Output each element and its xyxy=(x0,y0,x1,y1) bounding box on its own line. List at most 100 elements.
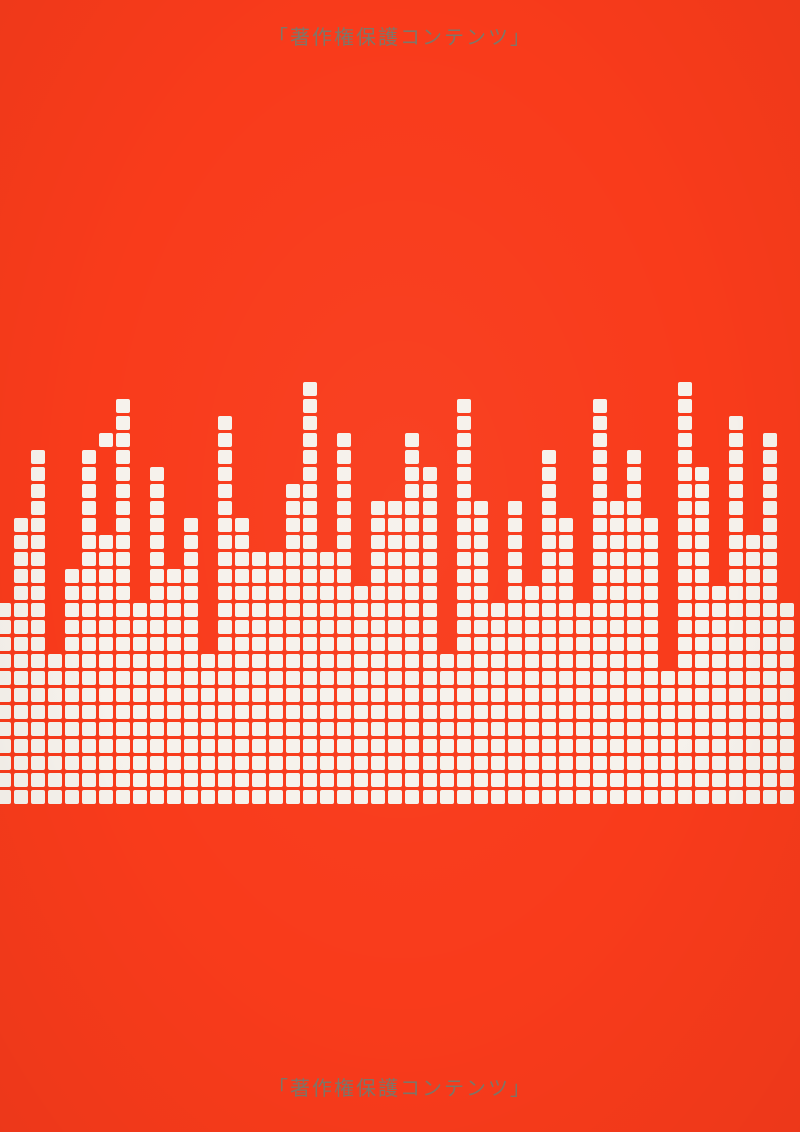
mosaic-square xyxy=(643,773,658,787)
mosaic-square xyxy=(388,518,403,532)
mosaic-square xyxy=(252,722,267,736)
mosaic-square xyxy=(711,654,726,668)
mosaic-square xyxy=(439,773,454,787)
mosaic-square xyxy=(694,790,709,804)
mosaic-square xyxy=(558,756,573,770)
mosaic-square xyxy=(116,569,131,583)
mosaic-square xyxy=(14,637,29,651)
mosaic-square xyxy=(694,484,709,498)
mosaic-square xyxy=(388,637,403,651)
mosaic-square xyxy=(31,654,46,668)
mosaic-square xyxy=(456,671,471,685)
mosaic-square xyxy=(354,586,369,600)
mosaic-square xyxy=(116,450,131,464)
mosaic-square xyxy=(337,705,352,719)
mosaic-square xyxy=(524,586,539,600)
mosaic-square xyxy=(218,620,233,634)
mosaic-square xyxy=(99,535,114,549)
mosaic-square xyxy=(235,756,250,770)
mosaic-square xyxy=(507,603,522,617)
mosaic-square xyxy=(388,586,403,600)
mosaic-square xyxy=(150,552,165,566)
mosaic-square xyxy=(286,484,301,498)
mosaic-square xyxy=(303,790,318,804)
mosaic-square xyxy=(592,705,607,719)
mosaic-square xyxy=(388,739,403,753)
mosaic-square xyxy=(371,773,386,787)
mosaic-square xyxy=(592,416,607,430)
mosaic-square xyxy=(218,654,233,668)
mosaic-square xyxy=(541,535,556,549)
mosaic-square xyxy=(524,722,539,736)
mosaic-square xyxy=(286,552,301,566)
mosaic-square xyxy=(643,671,658,685)
mosaic-square xyxy=(82,603,97,617)
mosaic-square xyxy=(133,603,148,617)
mosaic-square xyxy=(167,654,182,668)
mosaic-square xyxy=(184,722,199,736)
mosaic-square xyxy=(473,773,488,787)
mosaic-square xyxy=(473,705,488,719)
mosaic-square xyxy=(507,535,522,549)
mosaic-square xyxy=(762,450,777,464)
mosaic-square xyxy=(558,637,573,651)
mosaic-square xyxy=(626,654,641,668)
mosaic-square xyxy=(48,688,63,702)
mosaic-square xyxy=(694,603,709,617)
mosaic-square xyxy=(660,790,675,804)
mosaic-square xyxy=(660,722,675,736)
mosaic-square xyxy=(252,705,267,719)
mosaic-square xyxy=(677,399,692,413)
mosaic-square xyxy=(677,501,692,515)
mosaic-square xyxy=(711,671,726,685)
mosaic-square xyxy=(728,654,743,668)
mosaic-square xyxy=(626,501,641,515)
mosaic-square xyxy=(558,688,573,702)
mosaic-square xyxy=(439,790,454,804)
mosaic-square xyxy=(218,518,233,532)
mosaic-square xyxy=(116,637,131,651)
mosaic-square xyxy=(745,688,760,702)
mosaic-square xyxy=(99,586,114,600)
mosaic-square xyxy=(405,688,420,702)
mosaic-square xyxy=(660,739,675,753)
mosaic-square xyxy=(660,705,675,719)
mosaic-square xyxy=(660,773,675,787)
mosaic-square xyxy=(354,688,369,702)
mosaic-square xyxy=(388,603,403,617)
mosaic-square xyxy=(184,620,199,634)
mosaic-square xyxy=(99,739,114,753)
mosaic-square xyxy=(507,586,522,600)
mosaic-square xyxy=(609,586,624,600)
mosaic-square xyxy=(422,518,437,532)
mosaic-square xyxy=(116,501,131,515)
mosaic-square xyxy=(592,603,607,617)
mosaic-square xyxy=(99,552,114,566)
mosaic-square xyxy=(694,620,709,634)
mosaic-square xyxy=(150,637,165,651)
mosaic-square xyxy=(82,467,97,481)
mosaic-square xyxy=(218,552,233,566)
mosaic-square xyxy=(762,705,777,719)
mosaic-square xyxy=(235,654,250,668)
mosaic-square xyxy=(677,773,692,787)
mosaic-square xyxy=(150,620,165,634)
mosaic-square xyxy=(99,569,114,583)
mosaic-square xyxy=(711,688,726,702)
mosaic-square xyxy=(643,518,658,532)
mosaic-square xyxy=(422,773,437,787)
mosaic-square xyxy=(320,705,335,719)
mosaic-square xyxy=(99,688,114,702)
mosaic-square xyxy=(286,671,301,685)
mosaic-square xyxy=(694,637,709,651)
mosaic-square xyxy=(456,705,471,719)
mosaic-square xyxy=(286,569,301,583)
mosaic-square xyxy=(235,688,250,702)
mosaic-square xyxy=(541,484,556,498)
mosaic-square xyxy=(439,688,454,702)
mosaic-square xyxy=(116,433,131,447)
mosaic-square xyxy=(354,603,369,617)
mosaic-square xyxy=(643,654,658,668)
mosaic-square xyxy=(507,688,522,702)
mosaic-square xyxy=(473,603,488,617)
